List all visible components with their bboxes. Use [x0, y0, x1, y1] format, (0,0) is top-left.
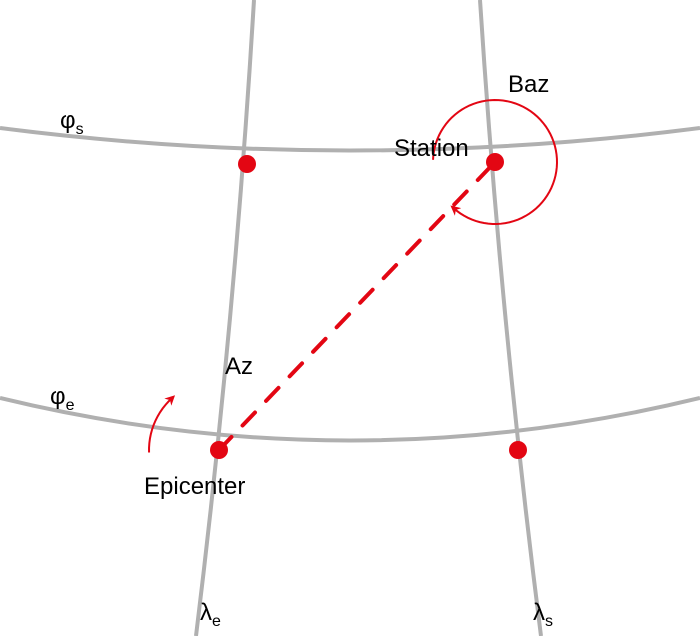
grid-intersection-nw: [238, 155, 256, 173]
parallel-phi-s: [0, 128, 700, 151]
label-lambda-e: λe: [200, 599, 221, 630]
label-lambda-s: λs: [533, 599, 553, 630]
station-marker: [486, 153, 504, 171]
label-epicenter: Epicenter: [144, 473, 245, 500]
label-az: Az: [225, 353, 253, 380]
label-phi-e: φe: [50, 383, 75, 414]
label-phi-s: φs: [60, 107, 84, 138]
label-baz: Baz: [508, 71, 549, 98]
epicenter-marker: [210, 441, 228, 459]
meridian-lambda-e: [196, 0, 254, 636]
ray-path: [219, 162, 495, 450]
label-station: Station: [394, 135, 469, 162]
az-arc: [149, 398, 172, 452]
grid-intersection-se: [509, 441, 527, 459]
parallel-phi-e: [0, 398, 700, 441]
